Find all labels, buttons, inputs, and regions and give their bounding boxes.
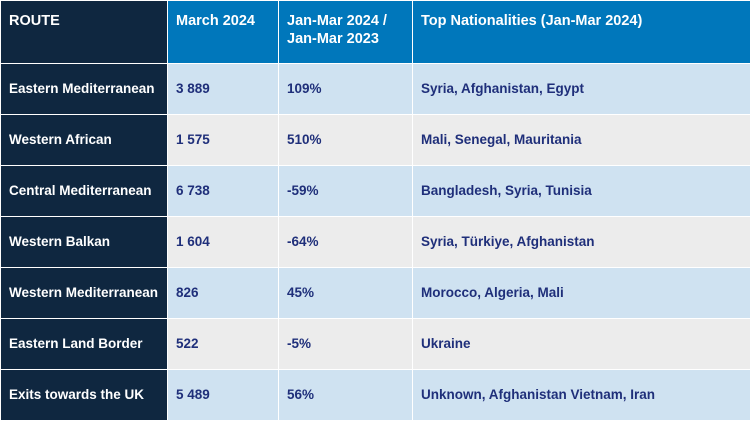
- table-row: Western Balkan 1 604 -64% Syria, Türkiye…: [0, 216, 750, 268]
- route-cell: Western African: [0, 114, 168, 166]
- route-cell: Eastern Land Border: [0, 318, 168, 370]
- march-cell: 1 575: [167, 114, 279, 166]
- nationalities-cell: Syria, Türkiye, Afghanistan: [412, 216, 750, 268]
- nationalities-cell: Mali, Senegal, Mauritania: [412, 114, 750, 166]
- change-cell: -64%: [278, 216, 413, 268]
- change-cell: 56%: [278, 369, 413, 421]
- change-cell: 45%: [278, 267, 413, 319]
- change-header: Jan-Mar 2024 / Jan-Mar 2023: [278, 0, 413, 64]
- march-cell: 3 889: [167, 63, 279, 115]
- nationalities-cell: Ukraine: [412, 318, 750, 370]
- nationalities-cell: Morocco, Algeria, Mali: [412, 267, 750, 319]
- march-cell: 6 738: [167, 165, 279, 217]
- header-row: ROUTE March 2024 Jan-Mar 2024 / Jan-Mar …: [0, 0, 750, 64]
- route-header: ROUTE: [0, 0, 168, 64]
- route-cell: Western Balkan: [0, 216, 168, 268]
- table-row: Eastern Land Border 522 -5% Ukraine: [0, 318, 750, 370]
- march-cell: 5 489: [167, 369, 279, 421]
- march-cell: 522: [167, 318, 279, 370]
- route-cell: Western Mediterranean: [0, 267, 168, 319]
- march-header: March 2024: [167, 0, 279, 64]
- change-cell: -59%: [278, 165, 413, 217]
- march-cell: 1 604: [167, 216, 279, 268]
- route-cell: Central Mediterranean: [0, 165, 168, 217]
- table-header: ROUTE March 2024 Jan-Mar 2024 / Jan-Mar …: [0, 0, 750, 64]
- table-row: Western Mediterranean 826 45% Morocco, A…: [0, 267, 750, 319]
- table-row: Eastern Mediterranean 3 889 109% Syria, …: [0, 63, 750, 115]
- table-body: Eastern Mediterranean 3 889 109% Syria, …: [0, 63, 750, 421]
- route-cell: Exits towards the UK: [0, 369, 168, 421]
- route-cell: Eastern Mediterranean: [0, 63, 168, 115]
- nationalities-header: Top Nationalities (Jan-Mar 2024): [412, 0, 750, 64]
- nationalities-cell: Unknown, Afghanistan Vietnam, Iran: [412, 369, 750, 421]
- nationalities-cell: Bangladesh, Syria, Tunisia: [412, 165, 750, 217]
- table-row: Exits towards the UK 5 489 56% Unknown, …: [0, 369, 750, 421]
- table-row: Central Mediterranean 6 738 -59% Banglad…: [0, 165, 750, 217]
- table-row: Western African 1 575 510% Mali, Senegal…: [0, 114, 750, 166]
- change-cell: -5%: [278, 318, 413, 370]
- change-cell: 510%: [278, 114, 413, 166]
- nationalities-cell: Syria, Afghanistan, Egypt: [412, 63, 750, 115]
- change-cell: 109%: [278, 63, 413, 115]
- march-cell: 826: [167, 267, 279, 319]
